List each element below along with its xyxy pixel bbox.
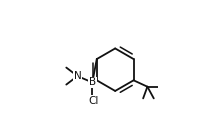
Text: Cl: Cl	[88, 95, 99, 106]
Text: N: N	[74, 71, 81, 81]
Text: B: B	[89, 77, 96, 87]
